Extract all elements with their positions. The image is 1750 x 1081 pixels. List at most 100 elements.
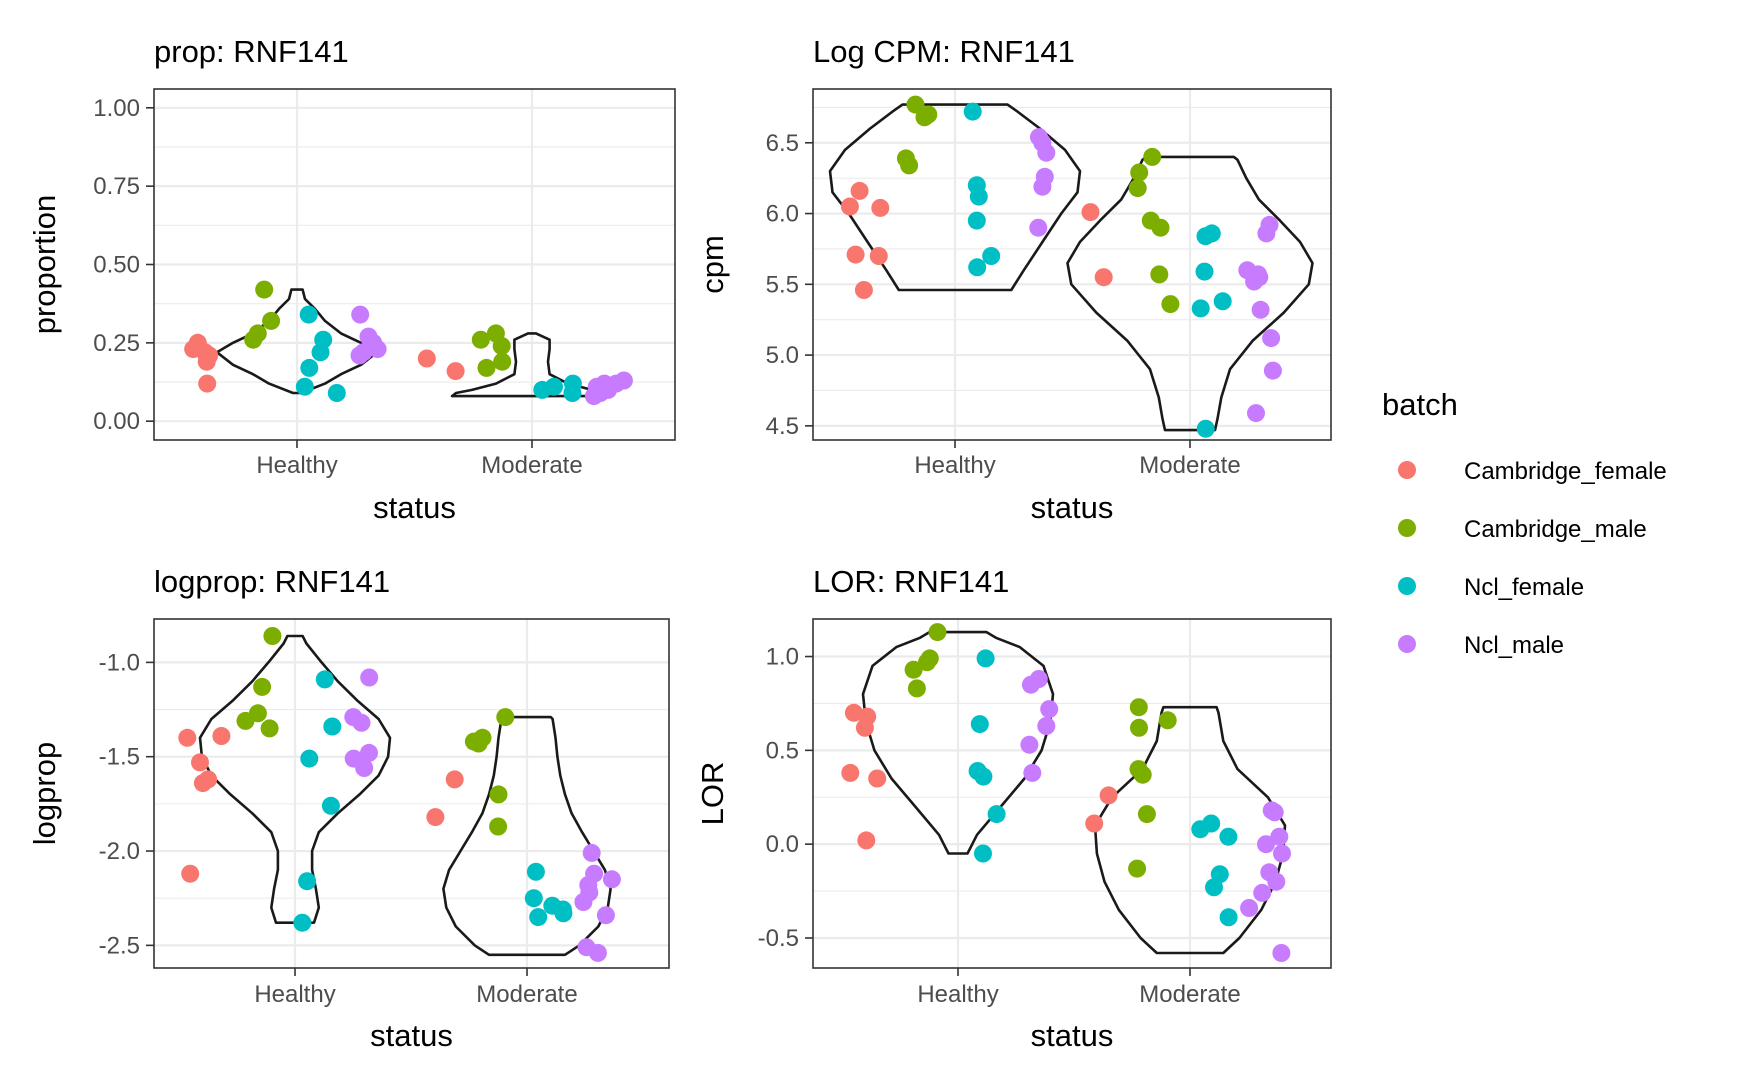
panel-border (812, 88, 1332, 441)
data-point-cambridge-male (1143, 147, 1162, 166)
data-point-cambridge-female (841, 763, 860, 782)
data-point-cambridge-male (1128, 859, 1147, 878)
x-tick-label: Healthy (914, 452, 995, 479)
legend-entries: Cambridge_female Cambridge_male Ncl_female… (1398, 458, 1667, 659)
y-tick-label: 0.0 (766, 831, 799, 858)
legend-label: Cambridge_female (1464, 458, 1667, 485)
x-axis-title: status (370, 1018, 453, 1053)
data-point-cambridge-female (855, 718, 874, 737)
data-point-ncl-male (368, 340, 387, 359)
data-point-ncl-female (545, 377, 563, 396)
violin-healthy (215, 288, 379, 395)
data-point-cambridge-male (907, 679, 926, 698)
data-point-cambridge-male (928, 623, 947, 642)
x-axis-title: status (373, 490, 456, 525)
data-point-ncl-male (582, 843, 601, 862)
data-point-cambridge-female (854, 281, 873, 299)
x-tick-label: Healthy (254, 981, 335, 1008)
panel-title: LOR: RNF141 (813, 564, 1009, 599)
data-point-ncl-male (350, 346, 369, 365)
data-point-ncl-female (300, 749, 319, 768)
data-point-ncl-female (976, 649, 995, 668)
data-point-cambridge-female (196, 343, 214, 362)
panel-border (153, 618, 670, 969)
violin-healthy (828, 103, 1082, 292)
legend-title: batch (1382, 387, 1458, 422)
chart-panel-4: -0.5 0.0 0.5 1.0 Healthy Moderate LOR: RNF141 s… (695, 564, 1332, 1053)
data-point-ncl-female (974, 844, 992, 863)
data-point-cambridge-male (489, 785, 508, 804)
data-point-cambridge-male (260, 719, 279, 738)
data-point-ncl-female (1195, 262, 1214, 281)
data-point-ncl-male (1265, 803, 1284, 822)
chart-panel-3: -2.5 -2.0 -1.5 -1.0 Healthy Moderate logprop: … (27, 564, 670, 1053)
panels-group: 0.00 0.25 0.50 0.75 1.00 Healthy Moderate prop:… (27, 34, 1332, 1053)
x-axis-title: status (1031, 490, 1114, 525)
legend-key-ncl-female (1398, 577, 1416, 595)
chart-panel-1: 0.00 0.25 0.50 0.75 1.00 Healthy Moderate prop:… (27, 34, 676, 525)
data-point-ncl-male (1029, 218, 1048, 237)
data-point-cambridge-male (486, 324, 505, 343)
data-point-cambridge-male (1137, 805, 1156, 824)
panel-title: prop: RNF141 (154, 34, 349, 69)
data-point-cambridge-female (868, 769, 887, 788)
data-point-cambridge-male (263, 627, 282, 645)
data-point-ncl-male (1245, 272, 1264, 291)
data-point-ncl-female (295, 377, 314, 396)
data-point-ncl-female (526, 862, 545, 881)
legend-key-ncl-male (1398, 635, 1416, 653)
data-point-cambridge-male (262, 311, 281, 330)
data-point-ncl-male (1257, 835, 1275, 854)
data-point-ncl-male (1257, 224, 1276, 243)
data-point-ncl-male (592, 380, 611, 399)
x-tick-label: Healthy (917, 981, 998, 1008)
data-point-ncl-male (352, 713, 371, 732)
data-point-ncl-female (1191, 820, 1210, 839)
y-tick-label: -2.0 (99, 838, 140, 865)
legend: batch Cambridge_female Cambridge_male Ncl_… (1382, 387, 1667, 659)
y-tick-label: 1.00 (93, 95, 140, 122)
y-axis-title: LOR (695, 762, 730, 826)
y-tick-label: -1.5 (99, 744, 140, 771)
data-point-ncl-female (1205, 878, 1223, 897)
legend-label: Cambridge_male (1464, 516, 1647, 543)
data-point-ncl-female (963, 102, 982, 121)
x-tick-label: Moderate (1139, 981, 1240, 1008)
data-point-cambridge-male (244, 330, 263, 349)
violin-moderate (1093, 705, 1287, 955)
data-point-ncl-female (300, 358, 319, 377)
data-point-ncl-female (1219, 827, 1238, 846)
data-point-cambridge-male (904, 660, 923, 679)
data-point-cambridge-male (489, 817, 508, 836)
data-point-cambridge-female (1081, 203, 1100, 222)
data-point-ncl-female (987, 805, 1006, 824)
data-point-ncl-female (967, 211, 986, 230)
data-point-ncl-male (1040, 700, 1059, 719)
data-point-ncl-male (1247, 404, 1265, 423)
data-point-cambridge-female (445, 770, 464, 789)
data-point-ncl-female (968, 258, 987, 277)
data-point-cambridge-female (1094, 268, 1113, 287)
data-point-cambridge-male (1161, 295, 1180, 314)
data-point-ncl-male (1253, 883, 1272, 902)
data-point-cambridge-male (1130, 718, 1148, 737)
y-tick-label: 5.5 (766, 271, 799, 298)
data-point-cambridge-male (906, 95, 925, 114)
data-point-cambridge-female (1099, 786, 1118, 805)
panel-title: logprop: RNF141 (154, 564, 390, 599)
data-point-ncl-male (1251, 300, 1270, 319)
data-point-ncl-female (563, 384, 582, 402)
y-axis-title: logprop (27, 742, 62, 845)
data-point-ncl-female (321, 796, 340, 815)
data-point-cambridge-male (253, 677, 272, 696)
data-point-cambridge-male (918, 653, 936, 672)
data-point-ncl-female (982, 247, 1001, 265)
data-point-ncl-male (596, 906, 615, 925)
chart-panel-2: 4.5 5.0 5.5 6.0 6.5 Healthy Moderate Log CPM: R… (695, 34, 1332, 525)
data-point-ncl-male (1262, 329, 1281, 348)
data-point-ncl-female (323, 717, 342, 736)
data-point-ncl-female (315, 670, 334, 689)
data-point-cambridge-male (915, 108, 934, 127)
data-point-cambridge-male (496, 708, 515, 727)
